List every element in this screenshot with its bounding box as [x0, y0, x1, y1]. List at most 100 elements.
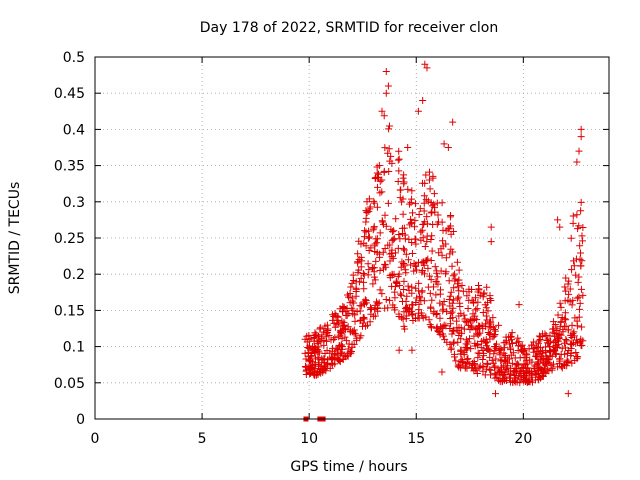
data-point — [389, 301, 397, 309]
data-point — [573, 317, 581, 325]
data-point — [412, 235, 420, 243]
data-point — [462, 336, 470, 344]
data-point — [578, 257, 586, 265]
data-point — [442, 268, 450, 276]
data-point — [438, 368, 446, 376]
data-point — [439, 237, 447, 245]
data-point — [554, 332, 562, 340]
data-point — [561, 361, 569, 369]
data-point — [436, 286, 444, 294]
data-point — [364, 271, 372, 279]
data-point — [487, 238, 495, 246]
data-point — [334, 356, 342, 364]
data-point — [476, 323, 484, 331]
data-point — [450, 353, 458, 361]
data-point — [351, 317, 359, 325]
data-point — [312, 355, 320, 363]
data-point — [408, 187, 416, 195]
data-point — [569, 219, 577, 227]
data-point — [340, 318, 348, 326]
data-point — [534, 359, 542, 367]
data-point — [430, 190, 438, 198]
data-point — [577, 207, 585, 215]
data-point — [455, 266, 463, 274]
data-point — [342, 353, 350, 361]
data-point — [386, 296, 394, 304]
data-point — [465, 335, 473, 343]
data-point — [418, 267, 426, 275]
data-point — [475, 281, 482, 289]
data-point — [453, 258, 461, 266]
data-point — [384, 149, 392, 157]
x-axis-label: GPS time / hours — [290, 459, 407, 475]
data-point — [405, 200, 413, 208]
data-point — [360, 285, 368, 293]
data-point — [362, 299, 370, 307]
data-point — [520, 345, 528, 353]
data-point — [543, 358, 551, 366]
data-point — [542, 348, 550, 356]
data-point — [463, 358, 471, 366]
data-point — [572, 339, 580, 347]
data-point — [491, 327, 499, 335]
data-point — [395, 230, 403, 238]
data-point — [501, 368, 509, 376]
data-point — [400, 286, 408, 294]
data-point — [392, 278, 400, 286]
data-point — [404, 282, 412, 290]
data-point — [306, 342, 314, 350]
data-point — [427, 236, 435, 244]
data-point — [419, 221, 427, 229]
data-point — [479, 309, 487, 317]
data-point — [394, 177, 402, 185]
data-point — [378, 188, 386, 196]
data-point — [344, 323, 352, 331]
data-point — [400, 171, 408, 179]
data-point — [508, 329, 516, 337]
data-point — [557, 303, 565, 311]
data-point — [479, 356, 487, 364]
data-point — [400, 260, 408, 268]
data-point — [391, 283, 399, 291]
data-point — [349, 327, 357, 335]
data-point — [471, 312, 479, 320]
data-point — [563, 356, 571, 364]
data-point — [372, 257, 380, 265]
data-point — [424, 264, 432, 272]
data-point — [483, 359, 491, 367]
data-point — [328, 361, 336, 369]
data-point — [379, 248, 387, 256]
data-point — [541, 361, 549, 369]
data-point — [336, 342, 344, 350]
data-point — [380, 112, 388, 120]
data-point — [449, 227, 457, 235]
data-point — [333, 346, 341, 354]
data-point — [546, 352, 554, 360]
y-tick-label: 0.1 — [63, 340, 85, 356]
data-point — [534, 339, 542, 347]
data-point — [508, 340, 516, 348]
data-point — [386, 157, 394, 165]
data-point — [544, 335, 552, 343]
data-point — [577, 125, 585, 133]
data-point — [578, 342, 586, 350]
data-point — [551, 350, 559, 358]
data-point — [408, 301, 416, 309]
data-point — [445, 277, 453, 285]
data-point — [506, 378, 514, 386]
data-point — [385, 122, 393, 130]
data-point — [573, 294, 581, 302]
data-point — [426, 289, 434, 297]
data-point — [367, 244, 375, 252]
data-point — [399, 229, 407, 237]
data-point — [568, 341, 576, 349]
data-point — [356, 307, 364, 315]
data-point — [395, 155, 403, 163]
data-point — [400, 277, 408, 285]
data-point — [415, 300, 423, 308]
data-point — [384, 304, 392, 312]
data-point — [322, 333, 330, 341]
data-point — [337, 329, 345, 337]
data-point — [484, 307, 492, 315]
